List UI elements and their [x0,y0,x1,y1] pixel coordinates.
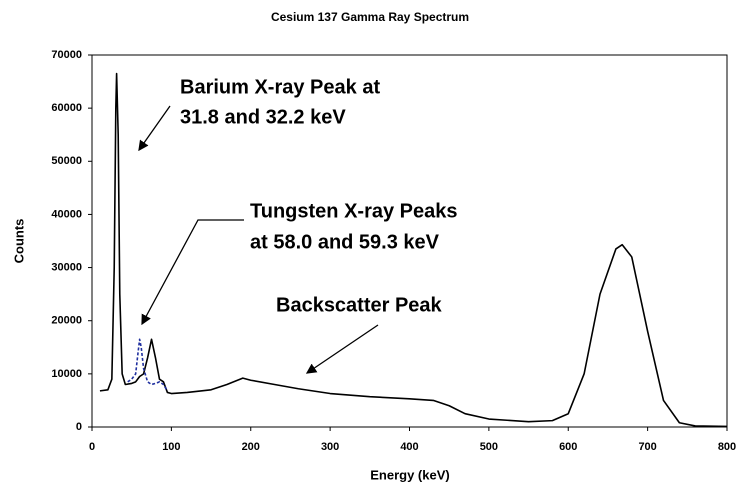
x-axis-label: Energy (keV) [370,467,449,482]
x-tick-label: 0 [89,441,95,453]
y-tick-label: 20000 [51,315,82,327]
y-axis-label: Counts [11,219,26,264]
y-tick-label: 60000 [51,102,82,114]
arrow [141,219,244,326]
x-tick-label: 400 [400,441,418,453]
arrow [305,324,379,374]
x-tick-label: 800 [718,441,736,453]
annotation: at 58.0 and 59.3 keV [250,231,440,253]
x-tick-label: 200 [242,441,260,453]
arrow [138,105,171,152]
spectrum-line [127,338,169,392]
x-tick-label: 300 [321,441,339,453]
spectrum-line [99,72,728,428]
x-tick-label: 500 [480,441,498,453]
x-tick-label: 600 [559,441,577,453]
y-tick-label: 10000 [51,368,82,380]
annotation: Backscatter Peak [276,294,443,316]
annotation: Barium X-ray Peak at [180,76,380,98]
x-tick-label: 700 [638,441,656,453]
y-tick-label: 30000 [51,261,82,273]
y-tick-label: 40000 [51,208,82,220]
y-tick-label: 50000 [51,155,82,167]
annotation: 31.8 and 32.2 keV [180,106,346,128]
y-tick-label: 0 [76,421,82,433]
x-tick-label: 100 [162,441,180,453]
y-tick-label: 70000 [51,49,82,61]
chart-title: Cesium 137 Gamma Ray Spectrum [271,10,469,24]
annotation: Tungsten X-ray Peaks [250,200,457,222]
